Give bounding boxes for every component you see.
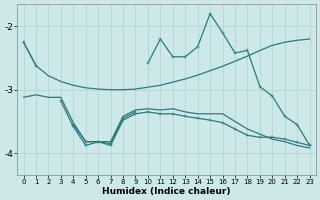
- X-axis label: Humidex (Indice chaleur): Humidex (Indice chaleur): [102, 187, 231, 196]
